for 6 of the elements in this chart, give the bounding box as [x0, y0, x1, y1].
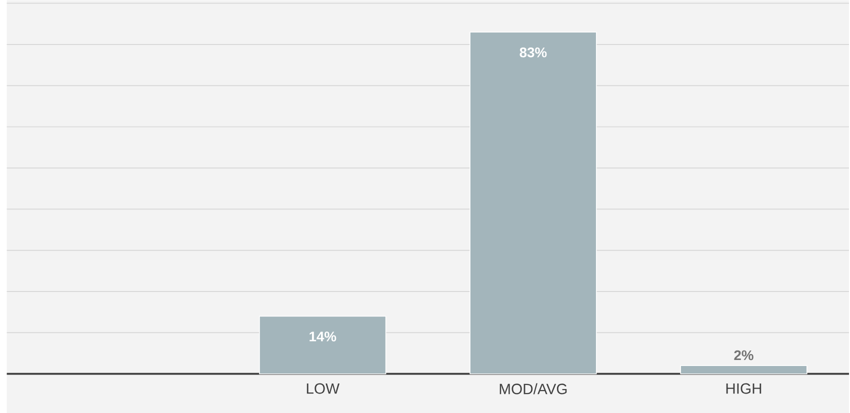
x-tick-label: HIGH: [726, 383, 762, 394]
data-label: 14%: [310, 331, 336, 342]
x-tick-label: LOW: [306, 383, 340, 394]
data-label: 83%: [520, 47, 547, 58]
x-tick-label: MOD/AVG: [500, 383, 567, 394]
data-label: 2%: [734, 350, 754, 360]
